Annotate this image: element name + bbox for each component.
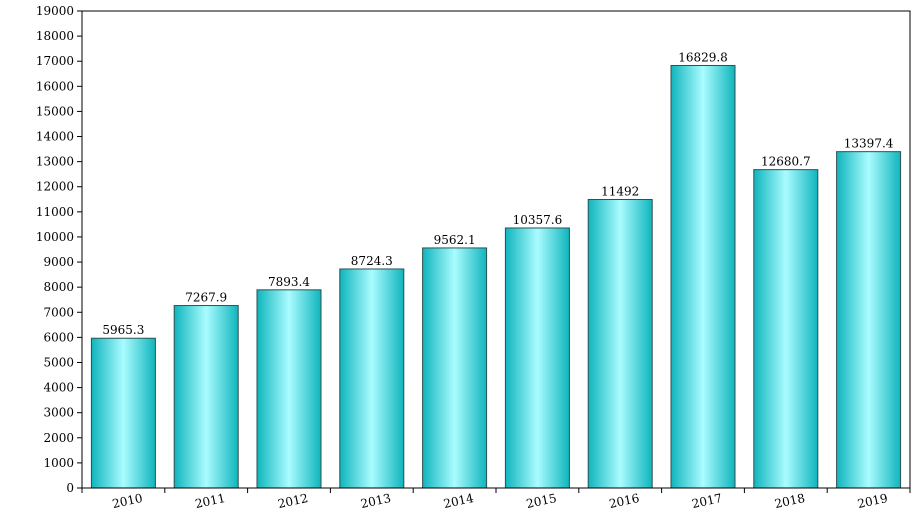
data-label-2017: 16829.8 xyxy=(678,50,728,64)
labels-layer: 5965.3 2010 7267.9 2011 7893.4 2012 8724.3 2013… xyxy=(36,4,894,511)
x-tick-label-2014: 2014 xyxy=(442,491,475,511)
bar-2010 xyxy=(90,337,156,489)
y-tick-label-3000: 3000 xyxy=(43,406,74,420)
y-tick-label-2000: 2000 xyxy=(43,431,74,445)
y-tick-label-16000: 16000 xyxy=(36,79,74,93)
x-tick-label-2017: 2017 xyxy=(691,491,724,511)
y-tick-label-0: 0 xyxy=(66,481,74,495)
y-tick-label-11000: 11000 xyxy=(36,205,74,219)
y-tick-label-13000: 13000 xyxy=(36,155,74,169)
data-label-2014: 9562.1 xyxy=(434,233,476,247)
y-tick-label-6000: 6000 xyxy=(43,330,74,344)
y-tick-label-8000: 8000 xyxy=(43,280,74,294)
bars-layer xyxy=(90,64,902,489)
data-label-2010: 5965.3 xyxy=(102,323,144,337)
x-tick-label-2018: 2018 xyxy=(773,491,806,511)
data-label-2019: 13397.4 xyxy=(844,137,894,151)
plot-frame xyxy=(81,10,911,489)
y-tick-label-4000: 4000 xyxy=(43,381,74,395)
axes-layer xyxy=(77,10,911,493)
y-tick-label-14000: 14000 xyxy=(36,130,74,144)
y-tick-label-18000: 18000 xyxy=(36,29,74,43)
y-tick-label-9000: 9000 xyxy=(43,255,74,269)
y-tick-label-1000: 1000 xyxy=(43,456,74,470)
y-tick-label-17000: 17000 xyxy=(36,54,74,68)
bar-2016 xyxy=(587,198,653,489)
x-tick-label-2016: 2016 xyxy=(608,491,641,511)
x-tick-label-2015: 2015 xyxy=(525,491,558,511)
bar-2019 xyxy=(836,151,902,489)
bar-2014 xyxy=(422,247,488,489)
x-tick-label-2010: 2010 xyxy=(111,491,144,511)
data-label-2011: 7267.9 xyxy=(185,291,227,305)
x-tick-label-2012: 2012 xyxy=(277,491,310,511)
x-tick-label-2019: 2019 xyxy=(856,491,889,511)
y-tick-label-7000: 7000 xyxy=(43,305,74,319)
bar-2017 xyxy=(670,64,736,489)
bar-2018 xyxy=(753,169,819,489)
bar-2012 xyxy=(256,289,322,489)
x-tick-label-2013: 2013 xyxy=(359,491,392,511)
data-label-2018: 12680.7 xyxy=(761,155,811,169)
bar-2013 xyxy=(339,268,405,489)
data-label-2016: 11492 xyxy=(601,184,639,198)
data-label-2015: 10357.6 xyxy=(513,213,563,227)
bar-2011 xyxy=(173,305,239,489)
y-tick-label-15000: 15000 xyxy=(36,104,74,118)
y-tick-label-10000: 10000 xyxy=(36,230,74,244)
x-tick-label-2011: 2011 xyxy=(194,491,227,511)
bar-2015 xyxy=(504,227,570,489)
y-tick-label-5000: 5000 xyxy=(43,355,74,369)
y-tick-label-12000: 12000 xyxy=(36,180,74,194)
y-tick-label-19000: 19000 xyxy=(36,4,74,18)
data-label-2012: 7893.4 xyxy=(268,275,310,289)
data-label-2013: 8724.3 xyxy=(351,254,393,268)
